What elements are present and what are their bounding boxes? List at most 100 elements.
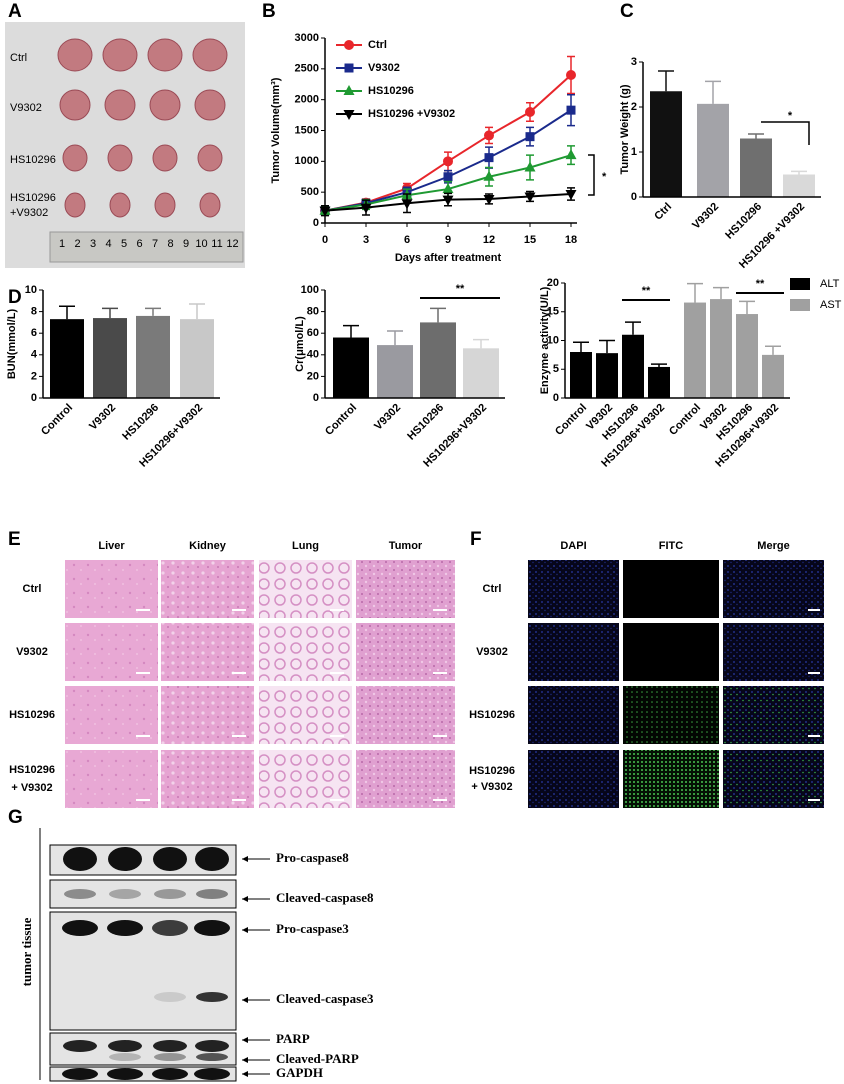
- point: [319, 206, 331, 217]
- histology-image: [356, 750, 455, 808]
- error-bar: [658, 70, 674, 92]
- y-tick-label: 2: [31, 370, 37, 382]
- fluorescence-image: [723, 560, 824, 618]
- x-tick-label: Control: [667, 402, 703, 438]
- legend-label: HS10296: [368, 85, 414, 97]
- blot-band: [109, 1053, 141, 1061]
- tumor-sample: [192, 38, 228, 72]
- row-label: Ctrl: [483, 583, 502, 595]
- photo-row-label: HS10296: [10, 192, 56, 204]
- histology-image: [161, 750, 254, 808]
- x-tick-label: V9302: [87, 402, 118, 433]
- panel-label: F: [470, 529, 482, 550]
- y-tick-label: 60: [307, 327, 319, 339]
- y-tick-label: 2500: [295, 63, 319, 75]
- legend-label: ALT: [820, 278, 840, 290]
- band-label: Cleaved-PARP: [276, 1051, 359, 1066]
- bar: [736, 314, 758, 398]
- significance-label: **: [456, 283, 465, 295]
- y-tick-label: 20: [307, 370, 319, 382]
- blot-band: [64, 889, 96, 899]
- y-tick-label: 5: [553, 363, 559, 375]
- ruler-number: 3: [90, 238, 96, 250]
- error-bar: [387, 330, 403, 346]
- bar: [650, 91, 682, 197]
- y-tick-label: 3000: [295, 32, 319, 44]
- point: [525, 132, 535, 142]
- point: [483, 170, 495, 181]
- arrowhead: [242, 896, 248, 902]
- fluorescence-image: [723, 686, 824, 744]
- point: [401, 199, 413, 210]
- x-tick-label: V9302: [372, 402, 403, 433]
- blot-band: [107, 920, 143, 936]
- legend-marker: [344, 63, 354, 73]
- blot-band: [153, 847, 187, 871]
- point: [443, 156, 453, 167]
- y-tick-label: 0: [313, 217, 319, 229]
- photo-row-label: Ctrl: [10, 52, 27, 64]
- ruler-number: 4: [105, 238, 111, 250]
- bar: [50, 319, 84, 398]
- tumor-sample: [59, 89, 91, 121]
- point: [525, 107, 535, 117]
- fluorescence-image: [528, 623, 619, 681]
- y-tick-label: 6: [31, 327, 37, 339]
- tumor-sample: [104, 89, 136, 121]
- legend-swatch: [790, 299, 810, 311]
- blot-band: [195, 847, 229, 871]
- legend-label: V9302: [368, 62, 400, 74]
- tumor-sample: [149, 89, 181, 121]
- bar: [762, 354, 784, 398]
- y-tick-label: 3: [631, 56, 637, 68]
- row-label: HS10296: [469, 709, 515, 721]
- fluorescence-image: [723, 750, 824, 808]
- ruler-number: 6: [136, 238, 142, 250]
- panel-label: B: [262, 1, 276, 22]
- panel-label: C: [620, 1, 634, 22]
- band-label: GAPDH: [276, 1065, 323, 1080]
- y-tick-label: 1000: [295, 155, 319, 167]
- y-tick-label: 10: [25, 284, 37, 296]
- row-label: + V9302: [471, 781, 512, 793]
- row-label: HS10296: [9, 764, 55, 776]
- row-label: HS10296: [469, 765, 515, 777]
- tumor-sample: [199, 192, 221, 218]
- bar: [377, 345, 413, 398]
- x-tick-label: HS10296: [120, 402, 161, 443]
- y-tick-label: 0: [553, 392, 559, 404]
- y-tick-label: 80: [307, 306, 319, 318]
- fluorescence-image: [528, 560, 619, 618]
- x-axis-label: Days after treatment: [395, 252, 502, 264]
- panel-label: G: [8, 807, 23, 828]
- bar: [684, 302, 706, 398]
- point: [565, 149, 577, 160]
- blot-band: [62, 1068, 98, 1080]
- panel-label: D: [8, 287, 22, 308]
- histology-image: [356, 623, 455, 681]
- ruler-number: 8: [167, 238, 173, 250]
- significance-label: **: [642, 285, 651, 297]
- histology-image: [356, 686, 455, 744]
- bar: [740, 138, 772, 197]
- error-bar: [145, 307, 161, 316]
- x-tick-label: Control: [323, 402, 359, 438]
- point: [524, 161, 536, 172]
- significance-label: *: [788, 110, 793, 122]
- bar: [697, 103, 729, 197]
- arrowhead: [242, 1071, 248, 1077]
- fluorescence-image: [528, 686, 619, 744]
- fluorescence-image: [623, 686, 719, 744]
- fluorescence-image: [528, 750, 619, 808]
- histology-image: [65, 560, 158, 618]
- arrowhead: [242, 927, 248, 933]
- row-label: Ctrl: [23, 583, 42, 595]
- blot-band: [194, 920, 230, 936]
- blot-band: [152, 920, 188, 936]
- ruler-number: 7: [152, 238, 158, 250]
- fluorescence-image: [623, 560, 719, 618]
- arrowhead: [242, 1057, 248, 1063]
- band-label: Cleaved-caspase8: [276, 890, 374, 905]
- error-bar: [713, 286, 729, 300]
